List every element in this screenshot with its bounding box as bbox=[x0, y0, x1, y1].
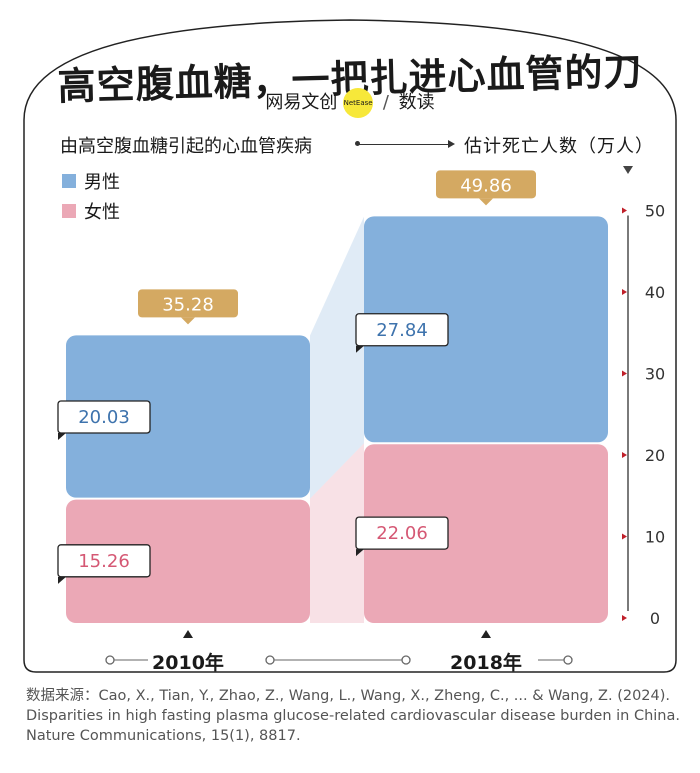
brand-badge: NetEase bbox=[343, 88, 374, 118]
total-label-0: 35.28 bbox=[162, 294, 214, 315]
female-value-box-1 bbox=[355, 516, 449, 550]
legend-swatch-male bbox=[62, 174, 76, 188]
data-source: 数据来源：Cao, X., Tian, Y., Zhao, Z., Wang, … bbox=[26, 688, 680, 744]
legend-label-female: 女性 bbox=[84, 202, 120, 223]
y-tick-label-3: 30 bbox=[645, 365, 665, 384]
female-value-label-1: 22.06 bbox=[376, 523, 428, 544]
y-axis-title-marker bbox=[623, 166, 633, 174]
bar-male-1 bbox=[364, 216, 608, 443]
y-tick-marker-0 bbox=[622, 615, 627, 621]
category-marker-0 bbox=[183, 630, 193, 638]
y-tick-label-2: 20 bbox=[645, 446, 665, 465]
total-label-1: 49.86 bbox=[460, 175, 512, 196]
female-value-tail-1 bbox=[356, 549, 364, 557]
brand-right: 数读 bbox=[398, 92, 435, 113]
female-value-box-0 bbox=[57, 544, 151, 578]
y-tick-marker-5 bbox=[622, 207, 627, 214]
category-marker-1 bbox=[481, 630, 491, 638]
male-value-box-1 bbox=[355, 313, 449, 347]
female-value-tail-0 bbox=[58, 576, 66, 584]
axis-dot-0 bbox=[105, 655, 115, 665]
y-tick-marker-1 bbox=[622, 533, 627, 540]
total-badge-0 bbox=[138, 289, 238, 318]
axis-dot-1 bbox=[265, 655, 275, 665]
connector-male bbox=[310, 216, 364, 499]
frame-border bbox=[23, 19, 677, 673]
legend-item-female: 女性 bbox=[62, 198, 120, 224]
y-tick-label-0: 0 bbox=[650, 609, 660, 628]
chart-subtitle: 由高空腹血糖引起的心血管疾病 bbox=[60, 136, 312, 157]
bar-female-0 bbox=[66, 499, 310, 623]
bar-male-0 bbox=[66, 335, 310, 498]
y-tick-label-5: 50 bbox=[645, 202, 665, 221]
y-tick-marker-2 bbox=[622, 452, 627, 458]
brand-left: 网易文创 bbox=[265, 92, 338, 113]
male-value-box-0 bbox=[57, 400, 151, 434]
subtitle-arrow-icon bbox=[355, 140, 455, 148]
y-axis-title: 估计死亡人数（万人） bbox=[464, 136, 654, 157]
legend-label-male: 男性 bbox=[84, 172, 120, 193]
brand-logo: 网易文创 NetEase / 数读 bbox=[0, 88, 700, 118]
category-label-0: 2010年 bbox=[152, 651, 224, 674]
bar-female-1 bbox=[364, 444, 608, 623]
total-badge-1 bbox=[436, 170, 536, 199]
category-label-1: 2018年 bbox=[450, 651, 522, 674]
male-value-tail-1 bbox=[356, 345, 364, 353]
axis-dot-3 bbox=[563, 655, 573, 665]
total-badge-pointer-1 bbox=[479, 198, 493, 206]
total-badge-pointer-0 bbox=[181, 317, 195, 325]
connector-female bbox=[310, 443, 364, 623]
brand-separator: / bbox=[382, 92, 389, 113]
y-tick-label-1: 10 bbox=[645, 528, 665, 547]
y-tick-label-4: 40 bbox=[645, 283, 665, 302]
male-value-label-0: 20.03 bbox=[78, 407, 130, 428]
female-value-label-0: 15.26 bbox=[78, 551, 130, 572]
axis-dot-2 bbox=[401, 655, 411, 665]
male-value-label-1: 27.84 bbox=[376, 320, 428, 341]
male-value-tail-0 bbox=[58, 433, 66, 441]
legend-swatch-female bbox=[62, 204, 76, 218]
y-tick-marker-3 bbox=[622, 370, 627, 377]
y-tick-marker-4 bbox=[622, 289, 627, 295]
legend-item-male: 男性 bbox=[62, 168, 120, 194]
